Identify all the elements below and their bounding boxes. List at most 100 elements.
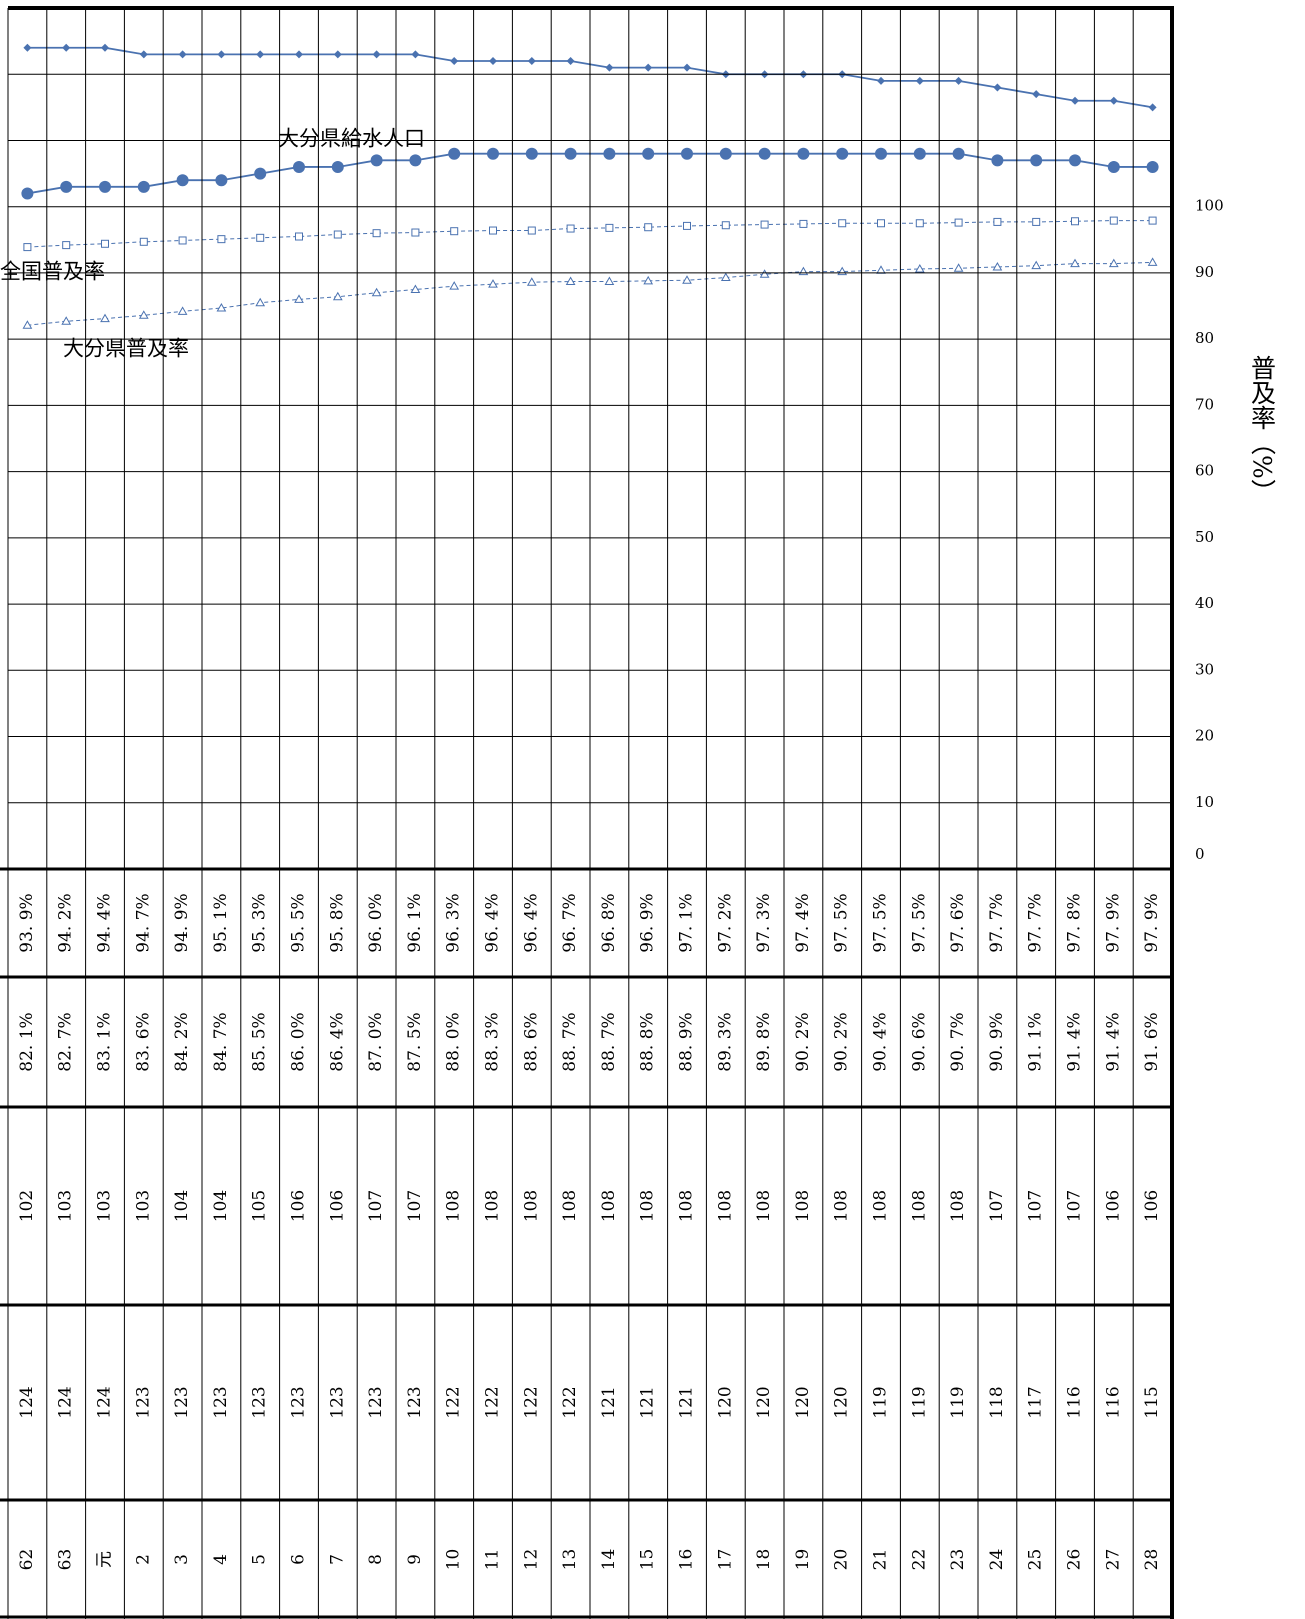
table-cell: 90. 4% (871, 1012, 891, 1071)
table-cell: 91. 6% (1142, 1012, 1162, 1071)
table-cell: 18 (754, 1549, 774, 1571)
table-cell: 106 (1103, 1190, 1123, 1222)
table-cell: 117 (1026, 1386, 1046, 1418)
table-cell: 124 (56, 1386, 76, 1418)
table-cell: 88. 7% (560, 1012, 580, 1071)
table-cell: 89. 3% (715, 1012, 735, 1071)
table-cell: 19 (793, 1549, 813, 1571)
table-cell: 63 (56, 1549, 76, 1571)
table-cell: 5 (250, 1554, 270, 1565)
marker (913, 147, 926, 160)
marker (1147, 257, 1158, 266)
marker (914, 263, 925, 273)
table-cell: 108 (638, 1190, 658, 1222)
marker (217, 235, 226, 244)
marker (488, 279, 498, 288)
table-cell: 122 (444, 1386, 464, 1418)
table-cell: 97. 3% (754, 893, 774, 952)
marker (759, 269, 770, 278)
marker (101, 43, 109, 52)
table-cell: 97. 5% (832, 893, 852, 952)
marker (256, 50, 265, 59)
table-cell: 88. 9% (677, 1012, 697, 1071)
marker (644, 63, 653, 72)
table-cell: 91. 4% (1103, 1012, 1123, 1071)
table-cell: 95. 8% (327, 893, 347, 952)
marker (1148, 103, 1157, 112)
marker (526, 277, 537, 286)
y-tick-label: 80 (1195, 329, 1214, 347)
table-cell: 123 (327, 1386, 347, 1418)
series-label: 大分県普及率 (63, 337, 189, 361)
table-cell: 96. 9% (638, 893, 658, 952)
table-cell: 107 (1026, 1190, 1046, 1222)
table-cell: 103 (56, 1190, 76, 1222)
table-cell: 11 (483, 1549, 503, 1571)
table-cell: 116 (1065, 1386, 1085, 1418)
marker (1070, 258, 1080, 268)
table-cell: 95. 3% (250, 893, 270, 952)
table-cell: 108 (754, 1190, 774, 1222)
marker (139, 237, 148, 246)
marker (954, 218, 963, 227)
table-cell: 94. 4% (95, 893, 115, 952)
marker (876, 265, 886, 274)
marker (1032, 217, 1041, 226)
table-cell: 97. 4% (793, 893, 813, 952)
table-cell: 86. 4% (327, 1012, 347, 1071)
marker (953, 263, 964, 272)
table-cell: 21 (871, 1549, 891, 1571)
marker (255, 297, 266, 307)
marker (720, 272, 731, 282)
table-cell: 96. 3% (444, 893, 464, 952)
marker (565, 276, 576, 286)
table-cell: 91. 1% (1026, 1012, 1046, 1071)
marker (915, 76, 924, 85)
marker (877, 76, 885, 85)
marker (410, 284, 421, 293)
table-cell: 16 (677, 1549, 697, 1571)
marker (372, 229, 381, 238)
table-cell: 108 (909, 1190, 929, 1222)
table-cell: 108 (521, 1190, 541, 1222)
table-cell: 88. 3% (483, 1012, 503, 1071)
table-cell: 3 (172, 1554, 192, 1565)
table-cell: 121 (638, 1386, 658, 1418)
marker (411, 228, 420, 237)
table-cell: 103 (133, 1190, 153, 1222)
table-cell: 90. 7% (948, 1012, 968, 1071)
table-cell: 88. 7% (599, 1012, 619, 1071)
marker (1071, 217, 1079, 226)
marker (332, 291, 343, 301)
table-cell: 91. 4% (1065, 1012, 1085, 1071)
table-cell: 120 (715, 1386, 735, 1418)
table-cell: 97. 2% (715, 893, 735, 952)
table-cell: 13 (560, 1549, 580, 1571)
marker (758, 147, 771, 160)
table-cell: 105 (250, 1190, 270, 1222)
table-cell: 123 (405, 1386, 425, 1418)
table-cell: 123 (366, 1386, 386, 1418)
table-cell: 94. 9% (172, 893, 192, 952)
table-cell: 108 (793, 1190, 813, 1222)
y-tick-label: 50 (1195, 528, 1214, 546)
marker (721, 221, 730, 230)
marker (991, 154, 1004, 167)
series-label: 大分県給水人口 (278, 127, 425, 151)
table-cell: 12 (521, 1549, 541, 1571)
table-cell: 17 (715, 1549, 735, 1571)
table-cell: 2 (133, 1554, 153, 1565)
marker (294, 294, 304, 303)
marker (101, 239, 109, 248)
table-cell: 97. 9% (1142, 893, 1162, 952)
table-cell: 8 (366, 1554, 386, 1565)
marker (954, 76, 963, 85)
table-cell: 96. 7% (560, 893, 580, 952)
table-cell: 124 (17, 1386, 37, 1418)
table-cell: 9 (405, 1554, 425, 1565)
table-cell: 122 (560, 1386, 580, 1418)
table-cell: 85. 5% (250, 1012, 270, 1071)
marker (681, 147, 693, 160)
marker (176, 174, 189, 187)
y-tick-label: 10 (1195, 793, 1214, 811)
